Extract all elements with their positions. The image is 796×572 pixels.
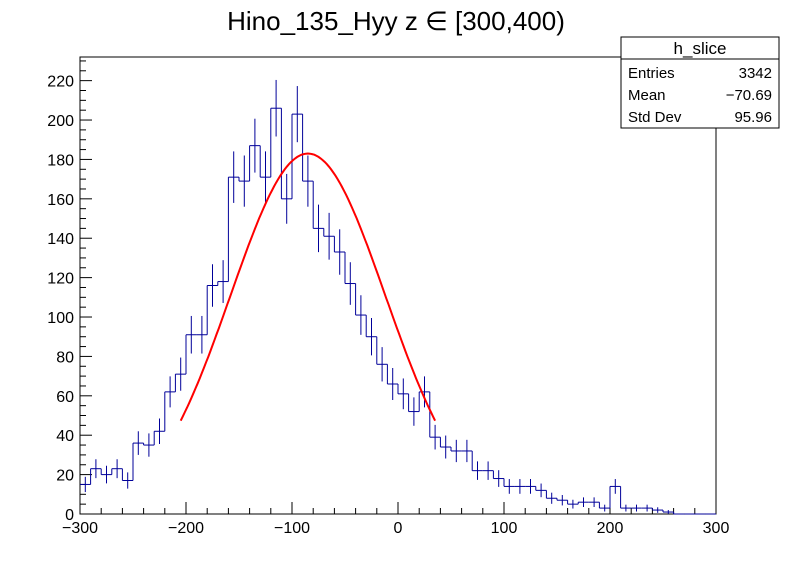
stats-box: h_slice Entries 3342 Mean −70.69 Std Dev… [620, 36, 780, 129]
y-tick-label: 180 [47, 152, 74, 169]
histogram-series [80, 107, 716, 515]
stats-entries-value: 3342 [739, 65, 772, 82]
x-tick-label: −300 [62, 520, 98, 537]
x-axis: −300 −200 −100 0 100 200 300 [62, 502, 729, 537]
stats-mean-label: Mean [628, 87, 666, 104]
y-tick-label: 60 [56, 389, 74, 406]
y-tick-label: 100 [47, 310, 74, 327]
y-axis: 0 20 40 60 80 100 120 140 160 180 200 220 [47, 60, 92, 524]
stats-mean-value: −70.69 [726, 87, 772, 104]
stats-stddev-value: 95.96 [734, 109, 772, 126]
y-tick-label: 40 [56, 428, 74, 445]
x-tick-label: −200 [168, 520, 204, 537]
error-bars [84, 79, 669, 514]
stats-box-title: h_slice [674, 39, 727, 58]
y-tick-label: 0 [65, 507, 74, 524]
stats-stddev-label: Std Dev [628, 109, 682, 126]
gaussian-fit-curve [179, 152, 436, 422]
y-tick-label: 140 [47, 231, 74, 248]
stats-box-frame [620, 36, 780, 129]
stats-entries-label: Entries [628, 65, 675, 82]
y-tick-label: 200 [47, 113, 74, 130]
x-tick-label: 100 [491, 520, 518, 537]
y-tick-label: 20 [56, 468, 74, 485]
y-tick-label: 80 [56, 349, 74, 366]
chart-title: Hino_135_Hyy z ∈ [300,400) [227, 6, 565, 36]
x-tick-label: 200 [597, 520, 624, 537]
x-tick-label: −100 [274, 520, 310, 537]
x-tick-label: 0 [394, 520, 403, 537]
y-tick-label: 120 [47, 271, 74, 288]
y-tick-label: 220 [47, 74, 74, 91]
y-tick-label: 160 [47, 192, 74, 209]
x-tick-label: 300 [703, 520, 730, 537]
